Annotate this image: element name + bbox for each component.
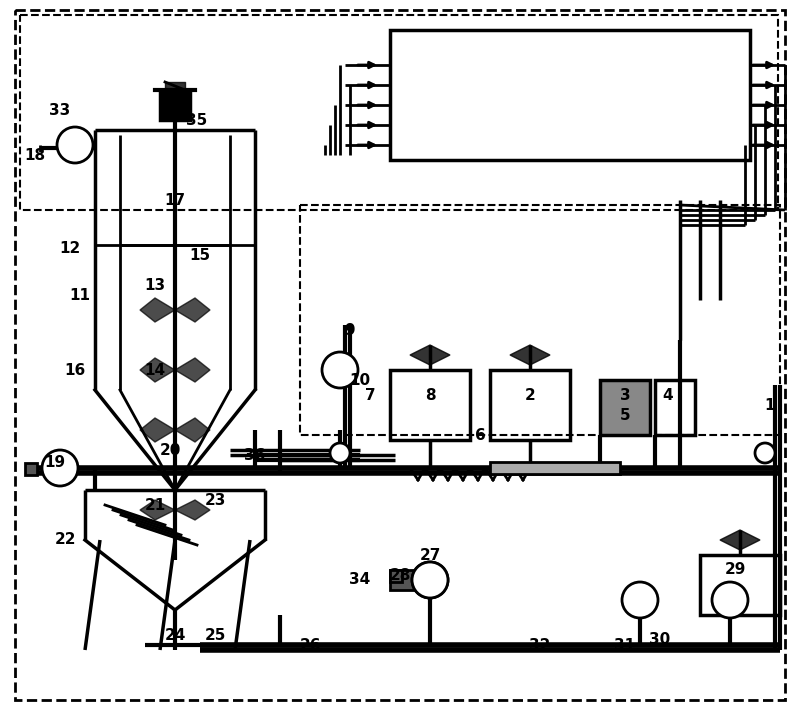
Bar xyxy=(390,30,750,160)
Text: 27: 27 xyxy=(419,548,441,563)
Text: 25: 25 xyxy=(204,628,226,643)
Text: 24: 24 xyxy=(164,628,186,643)
Bar xyxy=(490,462,620,474)
Text: 28: 28 xyxy=(390,568,410,583)
Text: 14: 14 xyxy=(145,363,166,378)
Text: 23: 23 xyxy=(204,493,226,508)
Bar xyxy=(600,380,650,435)
Text: 15: 15 xyxy=(190,248,210,263)
Text: 31: 31 xyxy=(614,638,635,653)
Text: 29: 29 xyxy=(724,563,746,578)
Text: 35: 35 xyxy=(186,113,208,128)
Bar xyxy=(490,370,570,440)
Text: 16: 16 xyxy=(64,363,86,378)
Text: 21: 21 xyxy=(144,498,166,513)
Circle shape xyxy=(57,127,93,163)
Polygon shape xyxy=(140,500,175,520)
Text: 6: 6 xyxy=(474,428,486,443)
Text: 30: 30 xyxy=(650,633,670,648)
Text: 5: 5 xyxy=(620,408,630,423)
Polygon shape xyxy=(510,345,550,365)
Text: 9: 9 xyxy=(345,323,355,338)
Polygon shape xyxy=(410,345,450,365)
Text: 4: 4 xyxy=(662,388,674,403)
Bar xyxy=(20,15,778,210)
Circle shape xyxy=(322,352,358,388)
Circle shape xyxy=(42,450,78,486)
Text: 36: 36 xyxy=(244,448,266,463)
Bar xyxy=(25,463,37,475)
Text: 20: 20 xyxy=(159,443,181,458)
Polygon shape xyxy=(140,358,175,382)
Text: 13: 13 xyxy=(145,278,166,293)
Polygon shape xyxy=(175,358,210,382)
Text: 10: 10 xyxy=(350,373,370,388)
Circle shape xyxy=(622,582,658,618)
Circle shape xyxy=(755,443,775,463)
Text: 2: 2 xyxy=(525,388,535,403)
Bar xyxy=(160,90,190,120)
Text: 18: 18 xyxy=(25,148,46,163)
Bar xyxy=(700,555,780,615)
Polygon shape xyxy=(175,298,210,322)
Text: 1: 1 xyxy=(765,398,775,413)
Circle shape xyxy=(412,562,448,598)
Text: 19: 19 xyxy=(45,455,66,470)
Polygon shape xyxy=(720,530,760,550)
Polygon shape xyxy=(175,418,210,442)
Text: 8: 8 xyxy=(425,388,435,403)
Text: 22: 22 xyxy=(54,533,76,548)
Text: 34: 34 xyxy=(350,573,370,588)
Text: 3: 3 xyxy=(620,388,630,403)
Circle shape xyxy=(330,443,350,463)
Bar xyxy=(655,380,695,435)
Text: 12: 12 xyxy=(59,241,81,256)
Bar xyxy=(390,570,402,582)
Polygon shape xyxy=(175,500,210,520)
Text: 7: 7 xyxy=(365,388,375,403)
Text: 32: 32 xyxy=(530,638,550,653)
Bar xyxy=(390,370,470,440)
Bar xyxy=(390,570,415,590)
Text: 11: 11 xyxy=(70,288,90,303)
Polygon shape xyxy=(140,418,175,442)
Circle shape xyxy=(412,562,448,598)
Text: 17: 17 xyxy=(165,193,186,208)
Circle shape xyxy=(712,582,748,618)
Text: 33: 33 xyxy=(50,103,70,118)
Text: 26: 26 xyxy=(299,638,321,653)
Bar xyxy=(300,205,780,435)
Polygon shape xyxy=(140,298,175,322)
